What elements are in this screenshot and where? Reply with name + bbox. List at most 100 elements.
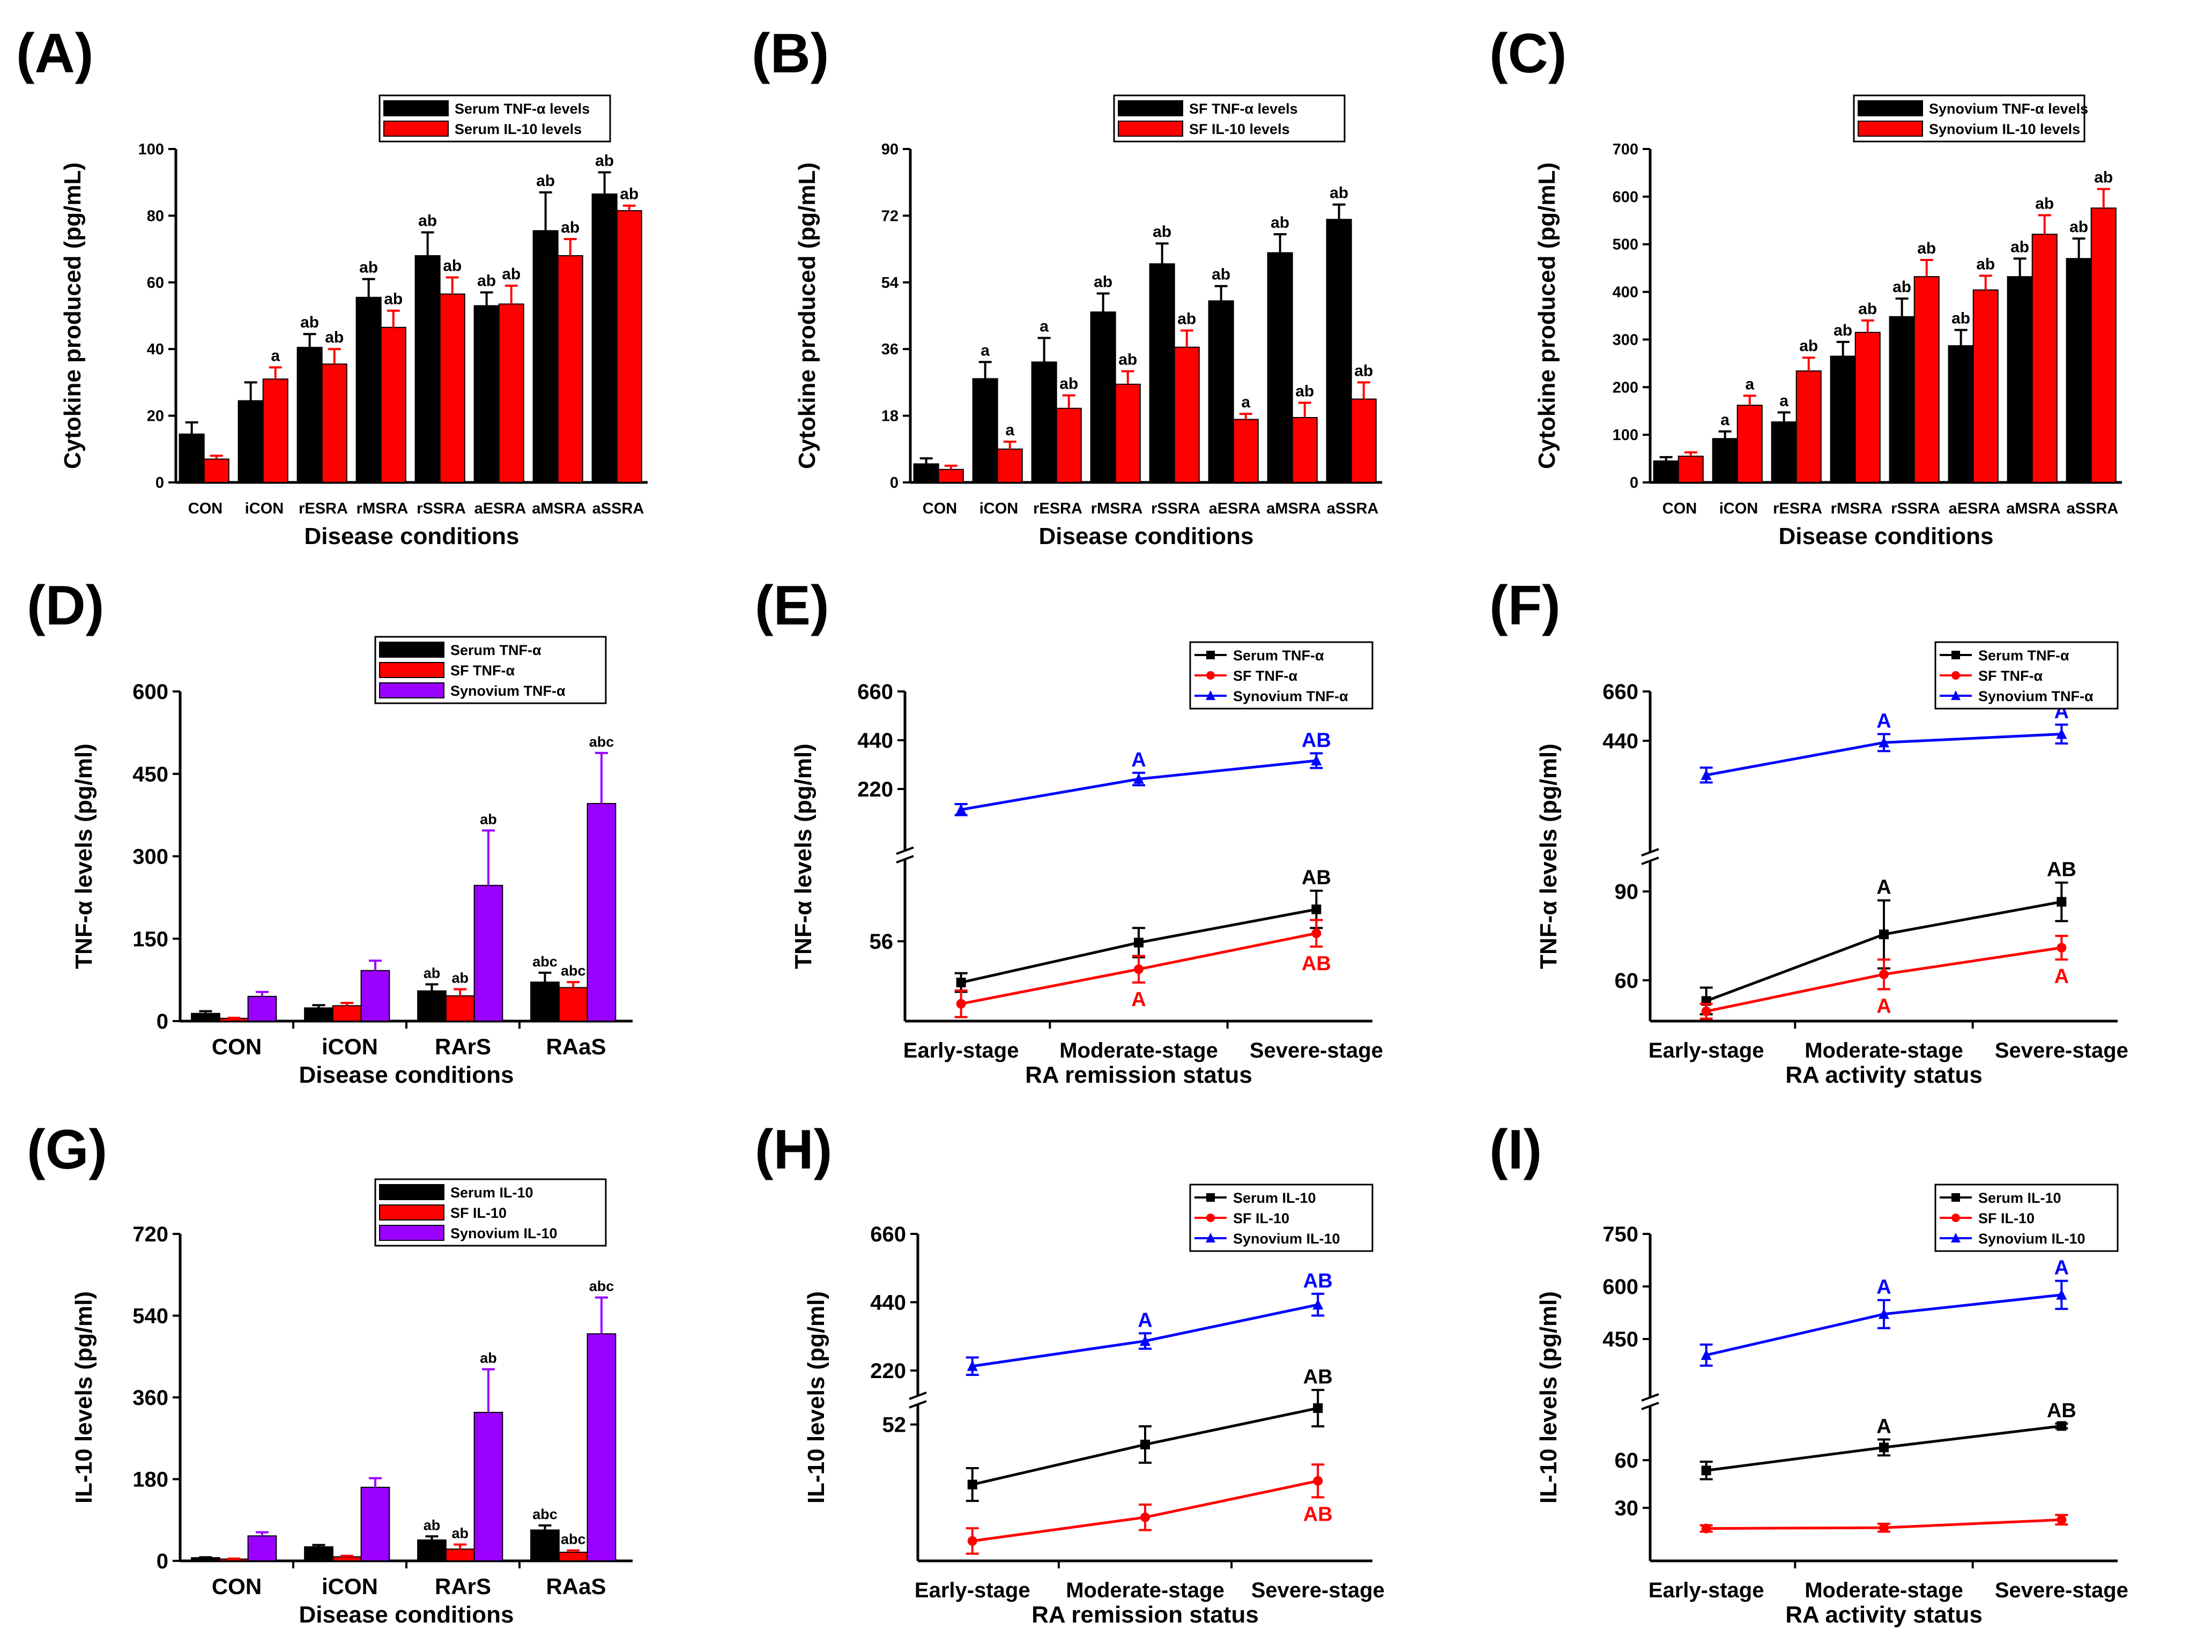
bar xyxy=(1031,361,1057,483)
y-axis-title: IL-10 levels (pg/ml) xyxy=(803,1291,829,1504)
legend-swatch xyxy=(1118,100,1183,116)
legend: Serum TNF-α SF TNF-α Synovium TNF-α xyxy=(374,636,607,704)
x-tick-label: Early-stage xyxy=(1649,1039,1764,1062)
bar xyxy=(913,463,939,483)
bar xyxy=(1830,355,1856,483)
bar xyxy=(1115,383,1141,483)
x-tick-label: rMSRA xyxy=(1091,500,1143,517)
y-tick-label: 60 xyxy=(1615,969,1639,993)
y-tick-label: 100 xyxy=(138,141,164,158)
legend-swatch xyxy=(379,1204,444,1221)
y-tick-label: 720 xyxy=(132,1223,168,1246)
significance-label: ab xyxy=(451,1526,469,1542)
x-tick-label: iCON xyxy=(245,500,284,517)
significance-label: A xyxy=(1876,1416,1891,1438)
point-marker xyxy=(1701,769,1712,780)
significance-label: ab xyxy=(359,259,378,277)
bar xyxy=(321,363,347,483)
x-axis-title: Disease conditions xyxy=(1038,523,1253,549)
significance-label: ab xyxy=(418,212,437,230)
y-tick-label: 660 xyxy=(870,1223,906,1246)
bar xyxy=(360,970,390,1022)
y-tick-label: 450 xyxy=(1602,1328,1638,1351)
y-tick-label: 220 xyxy=(857,778,893,801)
legend: Synovium TNF-α levels Synovium IL-10 leve… xyxy=(1853,94,2088,143)
x-tick-label: CON xyxy=(188,500,222,517)
point-marker xyxy=(1951,1233,1961,1242)
legend-swatch xyxy=(379,1225,444,1241)
x-axis-title: Disease conditions xyxy=(299,1062,514,1088)
y-axis-title: IL-10 levels (pg/ml) xyxy=(1535,1291,1562,1504)
x-tick-label: iCON xyxy=(1719,500,1758,517)
legend-label: Serum IL-10 xyxy=(450,1185,533,1201)
x-axis-title: RA remission status xyxy=(1031,1602,1259,1628)
point-marker xyxy=(1951,690,1961,700)
y-tick-label: 30 xyxy=(1615,1497,1639,1520)
panel-B: 0 18 36 54 72 90 CON a a iCON a ab rESRA ab ab rMSRA ab a… xyxy=(794,94,1382,549)
y-tick-label: 52 xyxy=(882,1413,907,1437)
legend-swatch xyxy=(383,100,449,116)
legend-label: SF TNF-α xyxy=(450,663,515,679)
significance-label: A xyxy=(2054,965,2069,988)
legend-label: Serum IL-10 xyxy=(1233,1190,1316,1206)
bar xyxy=(473,305,500,483)
significance-label: ab xyxy=(1153,223,1171,241)
significance-label: A xyxy=(1876,1276,1891,1299)
point-marker xyxy=(1311,904,1322,914)
x-tick-label: aESRA xyxy=(1209,500,1261,517)
legend-label: SF TNF-α xyxy=(1978,668,2043,684)
legend-label: Synovium IL-10 xyxy=(1233,1231,1340,1247)
point-marker xyxy=(1206,1214,1215,1222)
significance-label: AB xyxy=(1302,952,1331,975)
bar xyxy=(1677,456,1704,483)
legend-label: SF IL-10 xyxy=(1978,1210,2035,1226)
y-tick-label: 500 xyxy=(1613,236,1638,254)
significance-label: ab xyxy=(1834,322,1852,339)
legend-label: Serum IL-10 xyxy=(1978,1190,2061,1206)
significance-label: ab xyxy=(1271,214,1289,232)
legend-label: SF IL-10 xyxy=(450,1205,507,1221)
significance-label: A xyxy=(1876,876,1891,899)
y-tick-label: 540 xyxy=(132,1305,168,1328)
point-marker xyxy=(1951,671,1960,680)
x-tick-label: Moderate-stage xyxy=(1805,1039,1963,1062)
y-axis-title: Cytokine produced (pg/mL) xyxy=(1534,162,1560,469)
legend: Serum TNF-α SF TNF-α Synovium TNF-α xyxy=(1189,641,1374,710)
point-marker xyxy=(1313,1403,1323,1413)
y-tick-label: 660 xyxy=(857,680,893,704)
x-tick-label: rSSRA xyxy=(1151,500,1200,517)
point-marker xyxy=(1951,651,1960,659)
y-axis-title: IL-10 levels (pg/ml) xyxy=(71,1291,97,1504)
significance-label: abc xyxy=(589,734,614,750)
significance-label: ab xyxy=(443,257,462,274)
bar xyxy=(1233,419,1259,483)
significance-label: ab xyxy=(1892,278,1911,296)
axis-break-mark xyxy=(896,855,914,864)
bar xyxy=(1854,332,1881,483)
y-tick-label: 0 xyxy=(157,1550,168,1573)
bar xyxy=(1149,263,1175,483)
point-marker xyxy=(1879,969,1889,979)
bar xyxy=(1913,276,1940,483)
x-tick-label: Severe-stage xyxy=(1995,1039,2128,1062)
legend-label: Serum TNF-α xyxy=(1233,648,1324,664)
point-marker xyxy=(1206,671,1215,680)
legend: Serum TNF-α levels Serum IL-10 levels xyxy=(378,94,611,143)
bar xyxy=(532,230,559,483)
significance-label: ab xyxy=(2094,169,2113,187)
significance-label: AB xyxy=(2047,1400,2076,1422)
bar xyxy=(558,1551,588,1562)
panel-label-I: (I) xyxy=(1489,1119,1542,1181)
legend-label: Synovium IL-10 xyxy=(450,1225,558,1241)
significance-label: ab xyxy=(1858,300,1877,318)
y-tick-label: 90 xyxy=(881,141,899,158)
point-marker xyxy=(1879,929,1889,940)
bar xyxy=(997,448,1023,483)
legend-label: Serum TNF-α xyxy=(450,642,541,658)
bar xyxy=(445,1548,475,1561)
y-tick-label: 200 xyxy=(1613,379,1638,396)
point-marker xyxy=(1951,1193,1960,1202)
y-tick-label: 0 xyxy=(890,474,899,492)
y-tick-label: 54 xyxy=(881,274,899,292)
x-tick-label: iCON xyxy=(322,1574,378,1599)
